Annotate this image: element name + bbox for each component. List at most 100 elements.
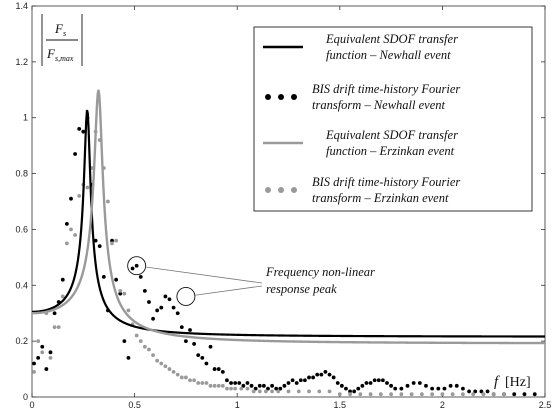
legend-label-line2: transform – Newhall event: [312, 98, 446, 112]
data-point: [97, 244, 102, 249]
data-point: [32, 369, 36, 374]
newhall-sdof-line: [31, 109, 545, 338]
data-point: [212, 367, 217, 371]
data-point: [36, 339, 41, 344]
data-point: [317, 389, 322, 394]
legend-label-line2: function – Erzinkan event: [326, 144, 455, 158]
data-point: [204, 381, 209, 385]
data-point: [399, 392, 404, 397]
data-point: [110, 241, 114, 246]
x-tick-label: 2: [440, 400, 445, 410]
data-point: [307, 375, 311, 380]
erzinkan-fourier-dots: [32, 129, 506, 397]
data-point: [411, 381, 416, 385]
data-point: [315, 372, 320, 377]
y-tick-label: 0.2: [15, 336, 28, 346]
annotation-label-line2: response peak: [266, 282, 337, 296]
data-point: [151, 353, 155, 358]
data-point: [200, 356, 205, 360]
data-point: [450, 392, 455, 397]
data-point: [188, 328, 192, 332]
data-point: [52, 311, 57, 316]
newhall-fourier-dots: [32, 115, 537, 397]
legend-label-line2: function – Newhall event: [326, 48, 451, 62]
data-point: [220, 369, 225, 374]
data-point: [442, 386, 447, 391]
data-point: [282, 383, 287, 388]
x-tick-label: 2.5: [539, 400, 552, 410]
legend-label-line1: Equivalent SDOF transfer: [325, 32, 458, 46]
data-point: [81, 129, 86, 134]
data-point: [409, 392, 414, 397]
legend-label-line1: Equivalent SDOF transfer: [325, 128, 458, 142]
data-point: [348, 389, 352, 394]
data-point: [93, 238, 98, 243]
data-point: [184, 375, 188, 380]
data-point: [159, 305, 164, 310]
data-point: [114, 238, 119, 243]
data-point: [264, 389, 268, 394]
data-point: [192, 342, 197, 346]
data-point: [430, 392, 435, 397]
data-point: [532, 392, 537, 397]
data-point: [118, 288, 123, 293]
data-point: [303, 378, 307, 383]
y-tick-label: 0.6: [15, 224, 28, 234]
plot-area: 0 0.5 1 1.5 2 2.5 0 0.2 0.4 0.6 0.8 1 1.2 1.4 F sF s,max…: [15, 1, 551, 410]
legend-label-line1: BIS drift time-history Fourier: [312, 82, 460, 96]
data-point: [368, 392, 373, 397]
data-point: [163, 364, 168, 369]
data-point: [241, 383, 246, 388]
data-point: [233, 381, 238, 385]
annotation: Frequency non-linear response peak: [127, 256, 375, 306]
data-point: [126, 308, 131, 313]
x-title-variable: f: [494, 374, 500, 390]
data-point: [229, 386, 233, 391]
data-point: [360, 383, 365, 388]
data-point: [368, 381, 373, 385]
data-point: [36, 356, 41, 360]
data-point: [179, 325, 184, 330]
data-point: [122, 339, 127, 344]
data-point: [106, 199, 110, 204]
data-point: [77, 126, 82, 131]
y-tick-label: 1.4: [15, 1, 28, 11]
x-title-unit: [Hz]: [505, 375, 531, 390]
x-axis-title: f [Hz]: [494, 374, 531, 390]
data-point: [85, 185, 90, 190]
data-point: [175, 311, 180, 316]
data-point: [454, 383, 459, 388]
data-point: [485, 389, 490, 394]
data-point: [126, 356, 131, 360]
legend-label-line1: BIS drift time-history Fourier: [312, 175, 460, 189]
data-point: [364, 381, 369, 385]
data-point: [257, 383, 262, 388]
y-title-numerator: F: [54, 21, 64, 36]
annotation-label-line1: Frequency non-linear: [265, 265, 375, 279]
data-point: [64, 221, 69, 226]
data-point: [200, 381, 205, 385]
data-point: [522, 392, 527, 397]
data-point: [52, 325, 57, 330]
data-point: [430, 386, 435, 391]
data-point: [278, 386, 283, 391]
data-point: [417, 381, 422, 385]
data-point: [147, 347, 151, 352]
data-point: [77, 194, 82, 198]
data-point: [225, 386, 229, 391]
legend-label-line2: transform – Erzinkan event: [312, 191, 449, 205]
data-point: [48, 356, 53, 360]
annotation-leader: [194, 285, 263, 296]
y-tick-label: 0.4: [15, 280, 28, 290]
data-point: [335, 381, 340, 385]
data-point: [378, 392, 383, 397]
data-point: [196, 381, 201, 385]
legend-dot-swatch: [278, 187, 284, 193]
data-point: [147, 300, 151, 304]
data-point: [56, 325, 61, 330]
data-point: [399, 386, 404, 391]
y-tick-label: 0.8: [15, 169, 28, 179]
data-point: [344, 386, 348, 391]
